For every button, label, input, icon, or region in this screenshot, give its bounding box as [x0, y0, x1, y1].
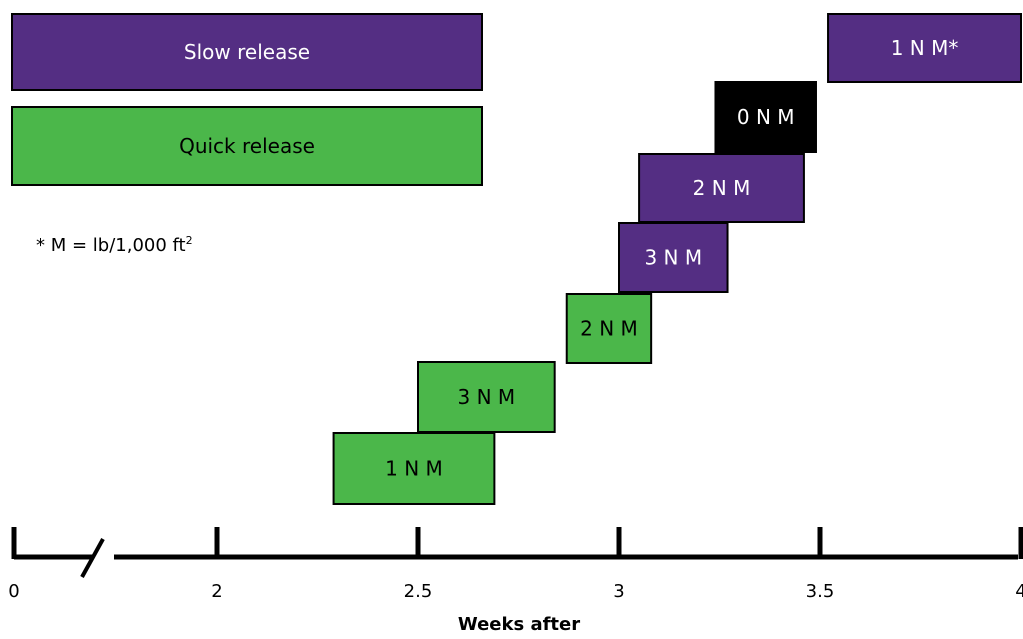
- legend-quick-release-label: Quick release: [179, 134, 315, 158]
- bar-label-0: 1 N M*: [891, 36, 959, 60]
- bar-label-2: 2 N M: [693, 176, 751, 200]
- axis-break-mark: [80, 538, 105, 578]
- footnote: * M = lb/1,000 ft2: [36, 234, 193, 256]
- bar-6: [332, 432, 496, 505]
- bar-2: [638, 153, 805, 223]
- x-tick-label-4: 3.5: [806, 581, 835, 602]
- bar-1: [714, 81, 817, 153]
- x-axis: [14, 538, 1018, 578]
- bars-group: 1 N M* 0 N M 2 N M 3 N M 2 N M 3 N M 1 N M: [332, 13, 1022, 505]
- x-tick-label-5: 4: [1015, 581, 1023, 602]
- bar-label-4: 2 N M: [580, 317, 638, 341]
- legend: Slow release Quick release: [11, 13, 483, 186]
- x-ticks: 0 2 2.5 3 3.5 4: [8, 527, 1023, 602]
- bar-5: [417, 361, 556, 433]
- legend-slow-release: Slow release: [11, 13, 483, 91]
- x-axis-label: Weeks after: [458, 614, 580, 635]
- x-tick-label-2: 2.5: [404, 581, 433, 602]
- bar-3: [618, 222, 729, 293]
- legend-slow-release-label: Slow release: [184, 40, 310, 64]
- x-tick-label-0: 0: [8, 581, 19, 602]
- bar-0: [827, 13, 1022, 83]
- bar-label-5: 3 N M: [458, 385, 516, 409]
- bar-label-3: 3 N M: [644, 246, 702, 270]
- legend-quick-release-swatch: [11, 106, 483, 186]
- bar-label-6: 1 N M: [385, 457, 443, 481]
- footnote-superscript: 2: [186, 234, 193, 247]
- bar-4: [565, 293, 653, 364]
- legend-quick-release: Quick release: [11, 106, 483, 186]
- legend-slow-release-swatch: [11, 13, 483, 91]
- footnote-text: * M = lb/1,000 ft: [36, 235, 186, 256]
- x-tick-label-1: 2: [211, 581, 222, 602]
- x-tick-label-3: 3: [613, 581, 624, 602]
- bar-label-1: 0 N M: [737, 105, 795, 129]
